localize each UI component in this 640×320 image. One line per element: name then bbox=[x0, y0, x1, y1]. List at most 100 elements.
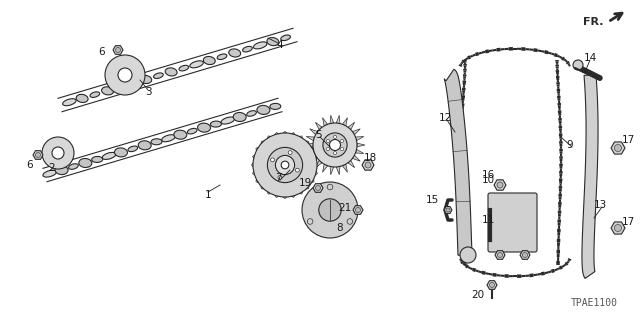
Polygon shape bbox=[291, 195, 295, 197]
Ellipse shape bbox=[76, 94, 88, 102]
Ellipse shape bbox=[281, 35, 291, 41]
Text: 19: 19 bbox=[298, 178, 312, 188]
Polygon shape bbox=[353, 155, 360, 161]
Circle shape bbox=[522, 252, 527, 258]
Ellipse shape bbox=[102, 87, 113, 95]
Polygon shape bbox=[268, 192, 271, 194]
Ellipse shape bbox=[165, 68, 177, 76]
Polygon shape bbox=[316, 122, 322, 130]
Polygon shape bbox=[299, 192, 303, 194]
Polygon shape bbox=[283, 197, 287, 199]
Polygon shape bbox=[252, 163, 253, 167]
Ellipse shape bbox=[92, 156, 102, 163]
Polygon shape bbox=[342, 118, 348, 126]
Circle shape bbox=[333, 135, 337, 139]
Polygon shape bbox=[357, 143, 365, 147]
Text: 1: 1 bbox=[205, 190, 211, 200]
Circle shape bbox=[365, 162, 371, 168]
Ellipse shape bbox=[233, 113, 246, 122]
Circle shape bbox=[253, 133, 317, 197]
Circle shape bbox=[490, 283, 495, 287]
Ellipse shape bbox=[246, 111, 257, 116]
Polygon shape bbox=[256, 147, 259, 151]
Circle shape bbox=[42, 137, 74, 169]
Circle shape bbox=[323, 133, 347, 157]
Circle shape bbox=[340, 140, 344, 142]
Polygon shape bbox=[495, 251, 505, 259]
Ellipse shape bbox=[190, 61, 204, 68]
Text: 17: 17 bbox=[621, 217, 635, 227]
Polygon shape bbox=[261, 141, 264, 144]
Circle shape bbox=[271, 158, 275, 162]
Text: 11: 11 bbox=[481, 215, 495, 225]
Polygon shape bbox=[330, 115, 333, 124]
Ellipse shape bbox=[228, 49, 241, 57]
Ellipse shape bbox=[43, 170, 56, 177]
Polygon shape bbox=[444, 206, 452, 213]
Polygon shape bbox=[275, 195, 279, 197]
Circle shape bbox=[497, 182, 503, 188]
Text: 15: 15 bbox=[426, 195, 438, 205]
Polygon shape bbox=[348, 122, 355, 130]
Circle shape bbox=[460, 247, 476, 263]
Circle shape bbox=[340, 148, 344, 151]
Polygon shape bbox=[316, 155, 317, 159]
Text: 10: 10 bbox=[481, 175, 495, 185]
Polygon shape bbox=[253, 171, 255, 175]
Circle shape bbox=[319, 199, 341, 221]
Polygon shape bbox=[336, 166, 340, 175]
Polygon shape bbox=[310, 155, 317, 161]
Circle shape bbox=[313, 123, 357, 167]
Ellipse shape bbox=[115, 148, 127, 157]
Text: 16: 16 bbox=[481, 170, 495, 180]
Polygon shape bbox=[611, 142, 625, 154]
Circle shape bbox=[118, 68, 132, 82]
Polygon shape bbox=[355, 149, 364, 154]
Text: 2: 2 bbox=[49, 163, 55, 173]
Ellipse shape bbox=[154, 73, 163, 78]
Circle shape bbox=[497, 252, 502, 258]
Polygon shape bbox=[306, 186, 309, 189]
Circle shape bbox=[288, 151, 292, 155]
Ellipse shape bbox=[179, 65, 189, 71]
Circle shape bbox=[316, 186, 321, 190]
Text: TPAE1100: TPAE1100 bbox=[571, 298, 618, 308]
Polygon shape bbox=[355, 137, 364, 140]
Ellipse shape bbox=[63, 99, 76, 106]
Ellipse shape bbox=[188, 128, 197, 134]
Circle shape bbox=[614, 145, 621, 151]
Polygon shape bbox=[330, 166, 333, 175]
Ellipse shape bbox=[128, 146, 138, 152]
FancyBboxPatch shape bbox=[488, 193, 537, 252]
Circle shape bbox=[333, 152, 337, 155]
Polygon shape bbox=[353, 129, 360, 135]
Ellipse shape bbox=[162, 135, 175, 142]
Polygon shape bbox=[323, 118, 328, 126]
Circle shape bbox=[281, 161, 289, 169]
Polygon shape bbox=[336, 115, 340, 124]
Polygon shape bbox=[611, 222, 625, 234]
Ellipse shape bbox=[211, 121, 221, 127]
Polygon shape bbox=[487, 281, 497, 289]
Circle shape bbox=[446, 208, 450, 212]
Polygon shape bbox=[310, 129, 317, 135]
Text: 18: 18 bbox=[364, 153, 376, 163]
Polygon shape bbox=[299, 136, 303, 138]
Polygon shape bbox=[33, 151, 43, 159]
Ellipse shape bbox=[151, 139, 162, 145]
Ellipse shape bbox=[253, 42, 267, 49]
Ellipse shape bbox=[79, 158, 92, 167]
Polygon shape bbox=[253, 155, 255, 159]
Circle shape bbox=[327, 184, 333, 190]
Polygon shape bbox=[444, 69, 472, 255]
Polygon shape bbox=[312, 179, 314, 183]
Text: 21: 21 bbox=[339, 203, 351, 213]
Circle shape bbox=[307, 219, 313, 224]
Polygon shape bbox=[256, 179, 259, 183]
Circle shape bbox=[278, 175, 282, 179]
Ellipse shape bbox=[270, 103, 281, 109]
Polygon shape bbox=[494, 180, 506, 190]
Ellipse shape bbox=[257, 105, 270, 115]
Ellipse shape bbox=[221, 117, 235, 124]
Circle shape bbox=[115, 47, 120, 52]
